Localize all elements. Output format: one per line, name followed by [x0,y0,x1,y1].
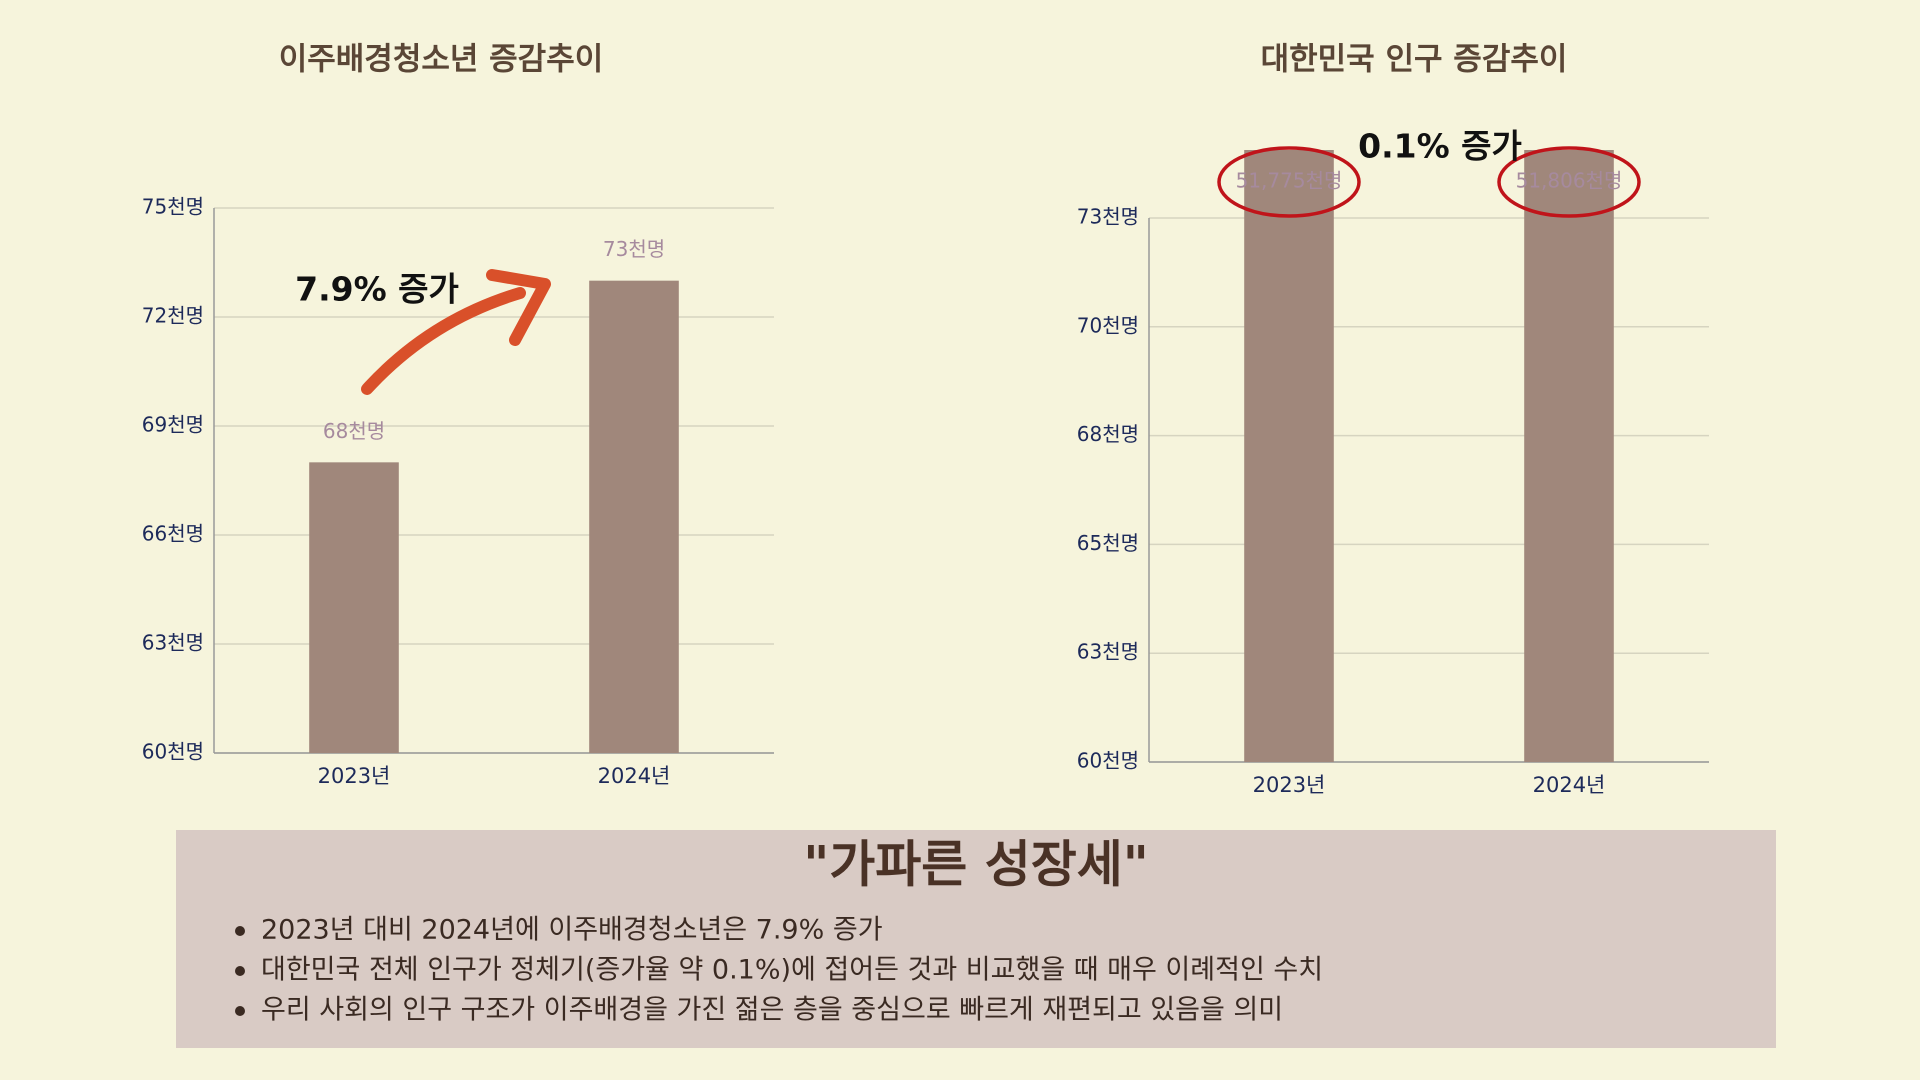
summary-box [176,830,1776,1048]
x-tick-label: 2023년 [318,764,391,788]
arrow [361,287,526,395]
y-tick-label: 70천명 [1077,313,1139,337]
value-label: 51,775천명 [1236,169,1343,193]
chart-title: 이주배경청소년 증감추이 [279,42,604,78]
bullet-text: 우리 사회의 인구 구조가 이주배경을 가진 젊은 층을 중심으로 빠르게 재편… [261,995,1283,1026]
chart: 이주배경청소년 증감추이 60천명 63천명 66천명 69천명 72천명 75천명 2023… [142,42,774,788]
value-label: 68천명 [323,419,385,443]
bars [309,280,679,753]
y-tick-label: 69천명 [142,413,204,437]
highlight-circle [1497,146,1641,218]
x-tick-label: 2023년 [1253,773,1326,797]
highlight-circle [1217,146,1361,218]
chart: 대한민국 인구 증감추이 60천명 63천명 65천명 68천명 70천명 73천명 2023… [1077,42,1709,797]
bar [1244,150,1334,762]
y-tick-label: 63천명 [1077,640,1139,664]
x-tick-label: 2024년 [1533,773,1606,797]
y-tick-label: 60천명 [1077,749,1139,773]
bar [309,462,399,753]
y-tick-label: 73천명 [1077,205,1139,229]
charts: 이주배경청소년 증감추이 60천명 63천명 66천명 69천명 72천명 75천명 2023… [142,42,1709,797]
bullet-text: 2023년 대비 2024년에 이주배경청소년은 7.9% 증가 [261,915,883,946]
y-tick-label: 66천명 [142,522,204,546]
y-tick-label: 60천명 [142,740,204,764]
value-label: 51,806천명 [1516,169,1623,193]
x-tick-label: 2024년 [598,764,671,788]
summary-title: "가파른 성장세" [803,836,1149,894]
annotation: 0.1% 증가 [1358,127,1522,166]
bar [589,280,679,753]
y-tick-label: 65천명 [1077,531,1139,555]
y-tick-label: 75천명 [142,195,204,219]
chart-title: 대한민국 인구 증감추이 [1261,42,1568,78]
bars [1244,150,1614,762]
bullet-dot [235,1006,245,1016]
bullet-dot [235,966,245,976]
arrow-head [486,269,551,346]
y-tick-label: 72천명 [142,304,204,328]
value-label: 73천명 [603,237,665,261]
bullet-dot [235,926,245,936]
y-tick-label: 63천명 [142,631,204,655]
y-tick-label: 68천명 [1077,422,1139,446]
bullet-text: 대한민국 전체 인구가 정체기(증가율 약 0.1%)에 접어든 것과 비교했을… [261,955,1323,986]
annotation: 7.9% 증가 [295,270,459,309]
bar [1524,150,1614,762]
